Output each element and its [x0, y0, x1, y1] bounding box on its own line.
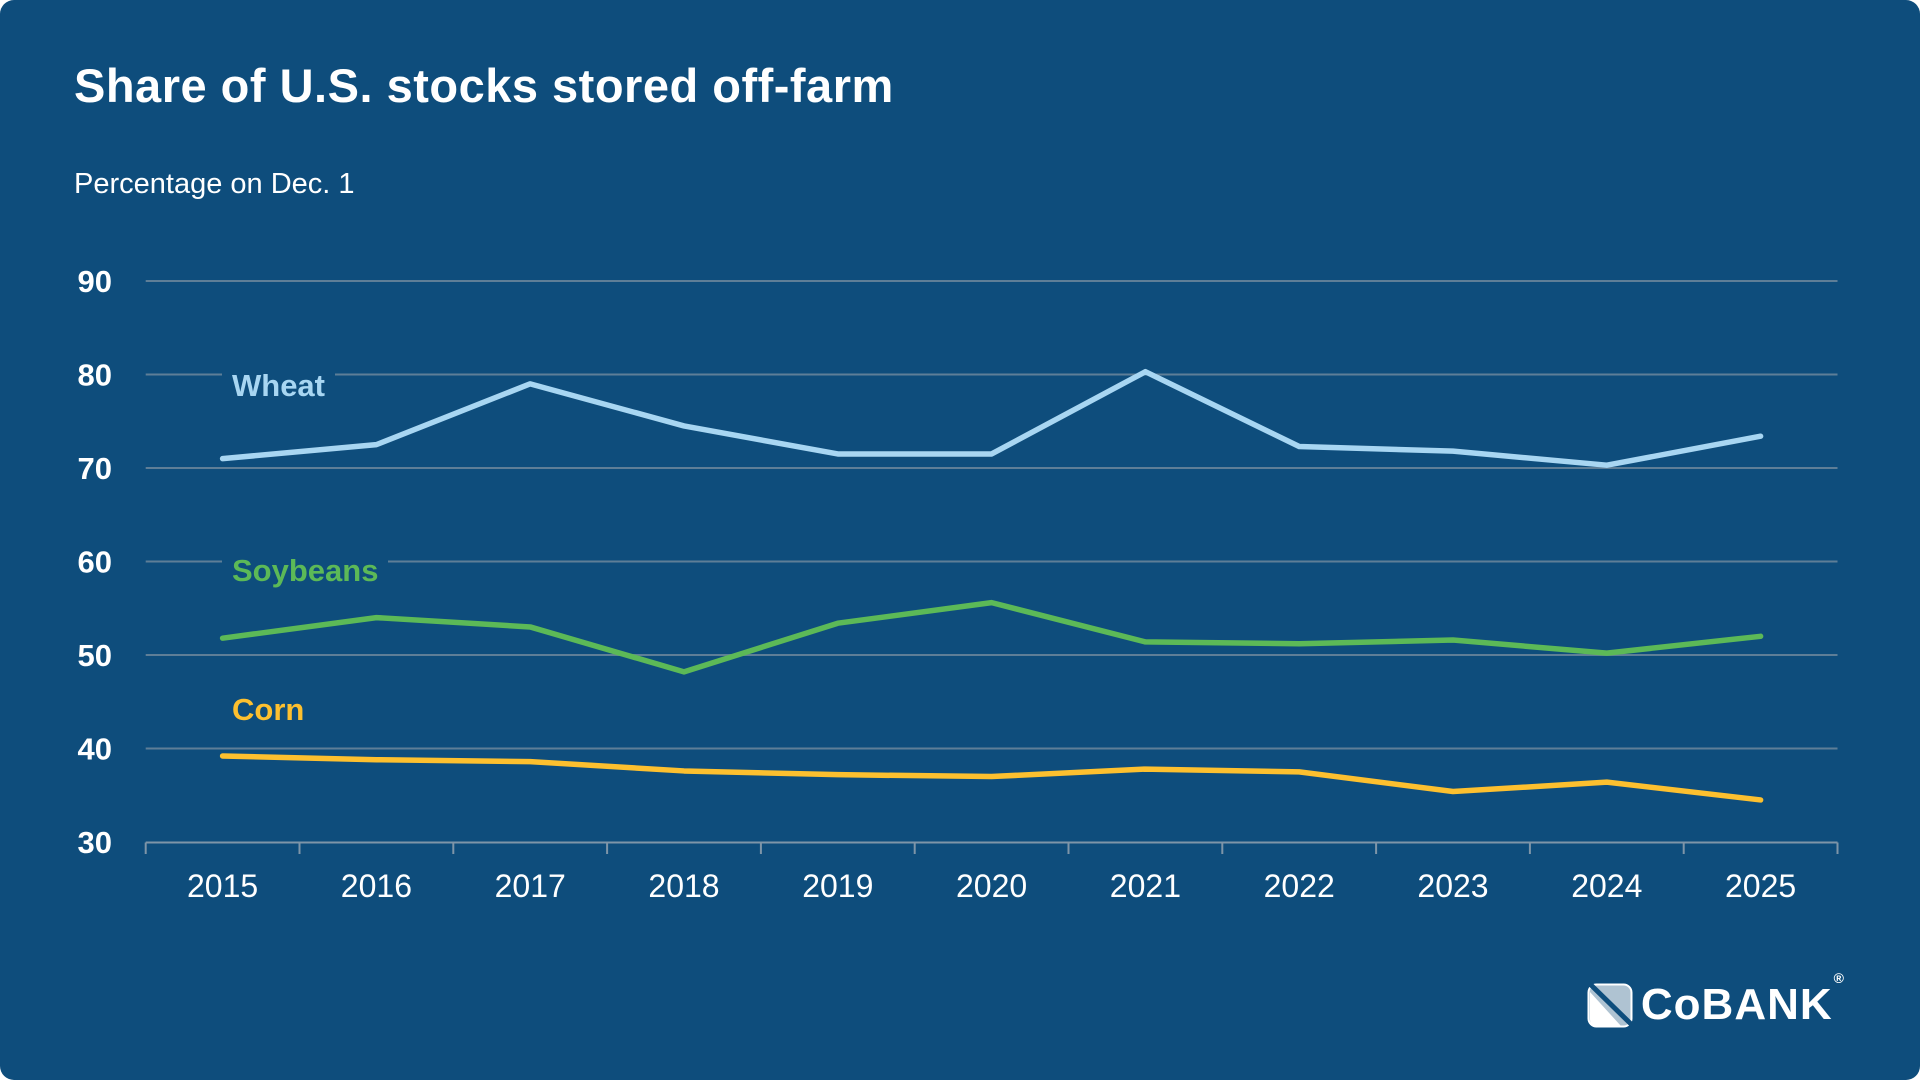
- y-tick-label: 40: [78, 732, 112, 767]
- x-tick-label: 2020: [956, 868, 1027, 904]
- y-tick-label: 70: [78, 451, 112, 486]
- y-tick-label: 50: [78, 638, 112, 673]
- y-tick-label: 80: [78, 358, 112, 393]
- series-label-corn: Corn: [222, 690, 315, 731]
- chart-subtitle: Percentage on Dec. 1: [74, 168, 355, 200]
- y-tick-label: 90: [78, 264, 112, 299]
- x-tick-label: 2019: [802, 868, 873, 904]
- cobank-logo-text: CoBANK®: [1640, 970, 1845, 1029]
- x-tick-label: 2016: [341, 868, 412, 904]
- x-tick-label: 2024: [1571, 868, 1642, 904]
- x-tick-label: 2015: [187, 868, 258, 904]
- registered-mark: ®: [1833, 970, 1845, 987]
- x-tick-label: 2023: [1417, 868, 1488, 904]
- series-line-corn: [219, 753, 1764, 803]
- x-tick-label: 2017: [495, 868, 566, 904]
- series-line-wheat: [219, 368, 1764, 468]
- series-label-wheat: Wheat: [222, 366, 335, 407]
- series-label-soybeans: Soybeans: [222, 551, 389, 592]
- x-tick-label: 2022: [1264, 868, 1335, 904]
- x-tick-label: 2021: [1110, 868, 1181, 904]
- page-title: Share of U.S. stocks stored off-farm: [74, 59, 894, 112]
- series-line-soybeans: [219, 599, 1764, 675]
- cobank-logo: CoBANK®: [1587, 970, 1845, 1030]
- y-tick-label: 60: [78, 545, 112, 580]
- cobank-logo-icon: [1587, 982, 1633, 1027]
- x-tick-label: 2025: [1725, 868, 1796, 904]
- x-tick-label: 2018: [648, 868, 719, 904]
- y-tick-label: 30: [78, 825, 112, 860]
